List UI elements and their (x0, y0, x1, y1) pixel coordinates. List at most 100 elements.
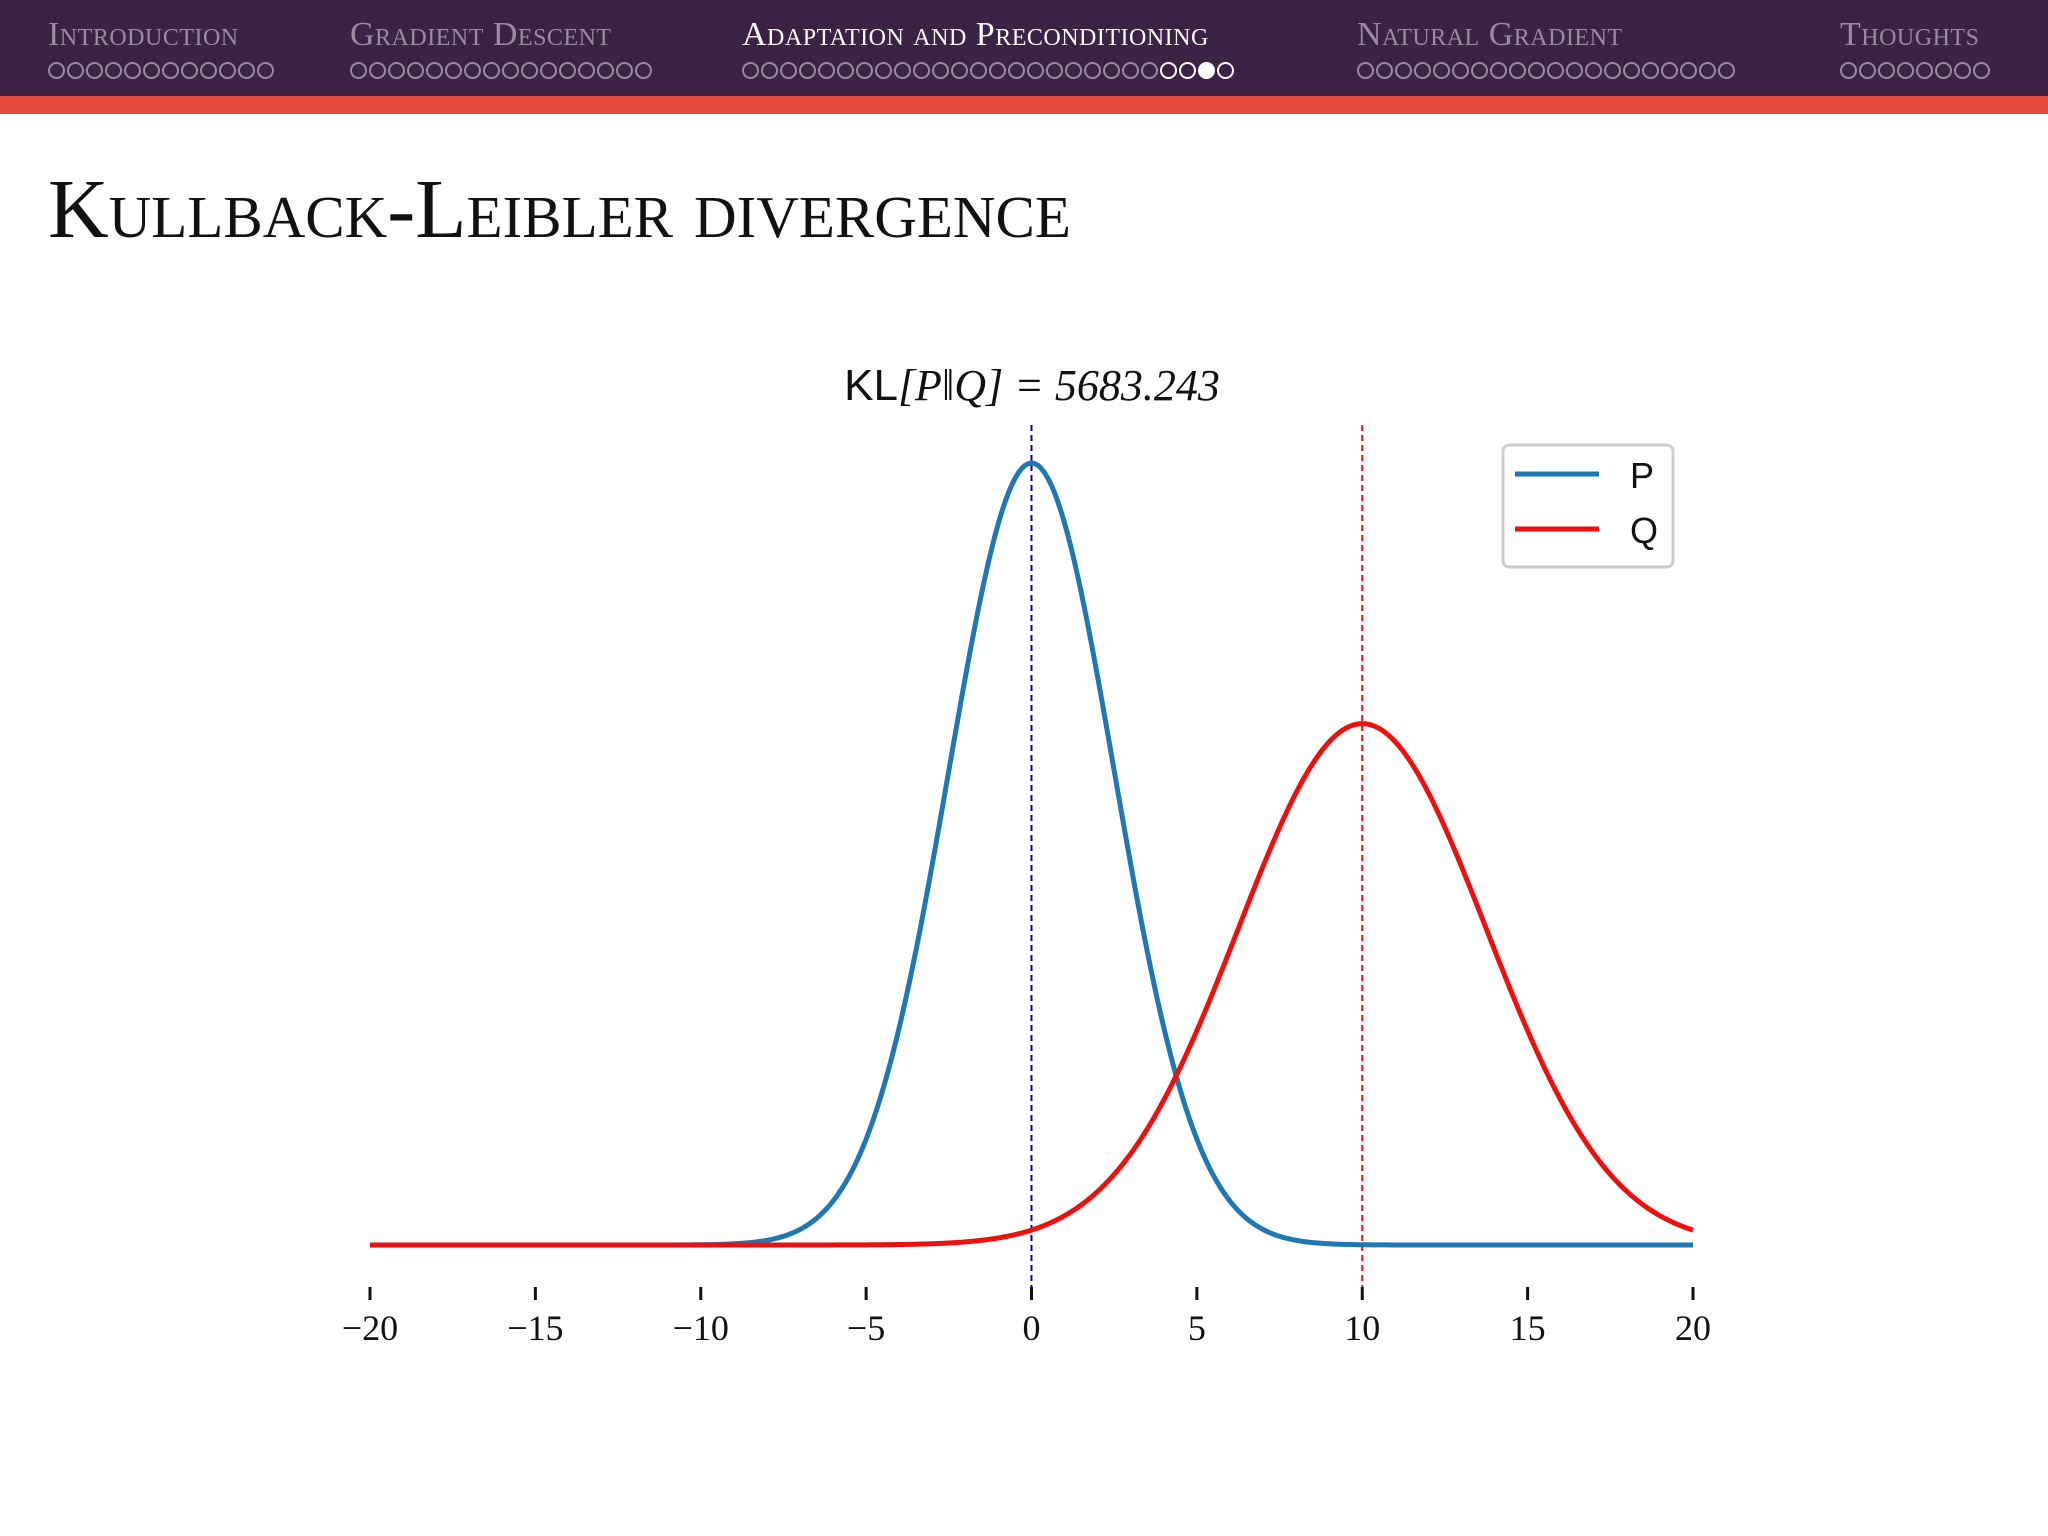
series-lines (370, 460, 1694, 1248)
nav-dot[interactable] (1357, 62, 1374, 79)
nav-dot[interactable] (1395, 62, 1412, 79)
nav-dot[interactable] (1954, 62, 1971, 79)
nav-dot[interactable] (200, 62, 217, 79)
nav-dot[interactable] (616, 62, 633, 79)
nav-dot[interactable] (124, 62, 141, 79)
nav-dot[interactable] (1141, 62, 1158, 79)
nav-dot[interactable] (1027, 62, 1044, 79)
nav-section-dots (1357, 62, 1735, 79)
nav-section-title[interactable]: Adaptation and Preconditioning (742, 16, 1209, 53)
nav-dot[interactable] (1008, 62, 1025, 79)
nav-dot[interactable] (742, 62, 759, 79)
nav-dot[interactable] (1604, 62, 1621, 79)
nav-dot[interactable] (1376, 62, 1393, 79)
nav-section-title[interactable]: Gradient Descent (350, 16, 612, 53)
nav-dot[interactable] (635, 62, 652, 79)
nav-dot[interactable] (445, 62, 462, 79)
nav-dot[interactable] (350, 62, 367, 79)
nav-dot[interactable] (837, 62, 854, 79)
nav-dot[interactable] (1566, 62, 1583, 79)
nav-dot[interactable] (86, 62, 103, 79)
nav-dot[interactable] (1471, 62, 1488, 79)
nav-dot[interactable] (799, 62, 816, 79)
nav-dot[interactable] (407, 62, 424, 79)
x-axis: −20 −15 −10 −5 0 5 10 15 20 (342, 1287, 1711, 1348)
nav-dot[interactable] (181, 62, 198, 79)
nav-dot[interactable] (143, 62, 160, 79)
nav-dot[interactable] (951, 62, 968, 79)
nav-dot[interactable] (1680, 62, 1697, 79)
nav-dot[interactable] (238, 62, 255, 79)
nav-dot[interactable] (521, 62, 538, 79)
nav-dot[interactable] (856, 62, 873, 79)
nav-section-5: Thoughts (1840, 18, 1990, 79)
nav-dot[interactable] (1414, 62, 1431, 79)
nav-dot[interactable] (1642, 62, 1659, 79)
nav-section-4: Natural Gradient (1357, 18, 1735, 79)
nav-dot[interactable] (1509, 62, 1526, 79)
nav-dot[interactable] (1878, 62, 1895, 79)
nav-dot[interactable] (894, 62, 911, 79)
nav-dot[interactable] (1840, 62, 1857, 79)
nav-dot[interactable] (162, 62, 179, 79)
nav-dot[interactable] (257, 62, 274, 79)
x-tick-label: −15 (507, 1308, 563, 1348)
nav-dot[interactable] (1046, 62, 1063, 79)
nav-dot[interactable] (1973, 62, 1990, 79)
nav-dot[interactable] (1179, 62, 1196, 79)
nav-dot[interactable] (1217, 62, 1234, 79)
chart-legend: P Q (1501, 443, 1675, 569)
nav-dot[interactable] (464, 62, 481, 79)
nav-dot[interactable] (540, 62, 557, 79)
x-tick-label: 10 (1344, 1308, 1380, 1348)
nav-dot[interactable] (1122, 62, 1139, 79)
nav-dot[interactable] (1897, 62, 1914, 79)
nav-dot[interactable] (426, 62, 443, 79)
nav-section-title[interactable]: Introduction (48, 16, 239, 53)
nav-dot[interactable] (502, 62, 519, 79)
nav-dot[interactable] (1623, 62, 1640, 79)
nav-section-title[interactable]: Thoughts (1840, 16, 1980, 53)
nav-dot[interactable] (388, 62, 405, 79)
nav-dot[interactable] (1084, 62, 1101, 79)
nav-dot[interactable] (483, 62, 500, 79)
nav-dot[interactable] (989, 62, 1006, 79)
nav-dot[interactable] (1661, 62, 1678, 79)
nav-section-dots (48, 62, 274, 79)
nav-dot[interactable] (559, 62, 576, 79)
nav-dot[interactable] (1452, 62, 1469, 79)
nav-dot[interactable] (1859, 62, 1876, 79)
series-line-q (370, 721, 1694, 1248)
nav-dot[interactable] (48, 62, 65, 79)
nav-dot[interactable] (1528, 62, 1545, 79)
nav-dot[interactable] (578, 62, 595, 79)
nav-dot[interactable] (1699, 62, 1716, 79)
nav-dot[interactable] (67, 62, 84, 79)
nav-dot[interactable] (1935, 62, 1952, 79)
nav-dot[interactable] (1585, 62, 1602, 79)
chart-title: KL[P‖Q] = 5683.243 (844, 361, 1220, 410)
nav-dot[interactable] (105, 62, 122, 79)
nav-dot[interactable] (932, 62, 949, 79)
nav-dot[interactable] (913, 62, 930, 79)
nav-dot[interactable] (761, 62, 778, 79)
nav-dot[interactable] (1916, 62, 1933, 79)
nav-dot[interactable] (970, 62, 987, 79)
nav-section-title[interactable]: Natural Gradient (1357, 16, 1623, 53)
nav-dot[interactable] (1160, 62, 1177, 79)
nav-dot[interactable] (1718, 62, 1735, 79)
nav-dot[interactable] (219, 62, 236, 79)
chart-title-math: [P‖Q] = 5683.243 (898, 361, 1220, 410)
nav-dot[interactable] (1433, 62, 1450, 79)
nav-dot-current[interactable] (1198, 62, 1215, 79)
nav-dot[interactable] (369, 62, 386, 79)
nav-dot[interactable] (597, 62, 614, 79)
nav-dot[interactable] (1490, 62, 1507, 79)
nav-dot[interactable] (818, 62, 835, 79)
nav-dot[interactable] (1065, 62, 1082, 79)
nav-dot[interactable] (1547, 62, 1564, 79)
nav-dot[interactable] (1103, 62, 1120, 79)
nav-dot[interactable] (780, 62, 797, 79)
chart-title-prefix: KL (844, 361, 898, 410)
nav-dot[interactable] (875, 62, 892, 79)
